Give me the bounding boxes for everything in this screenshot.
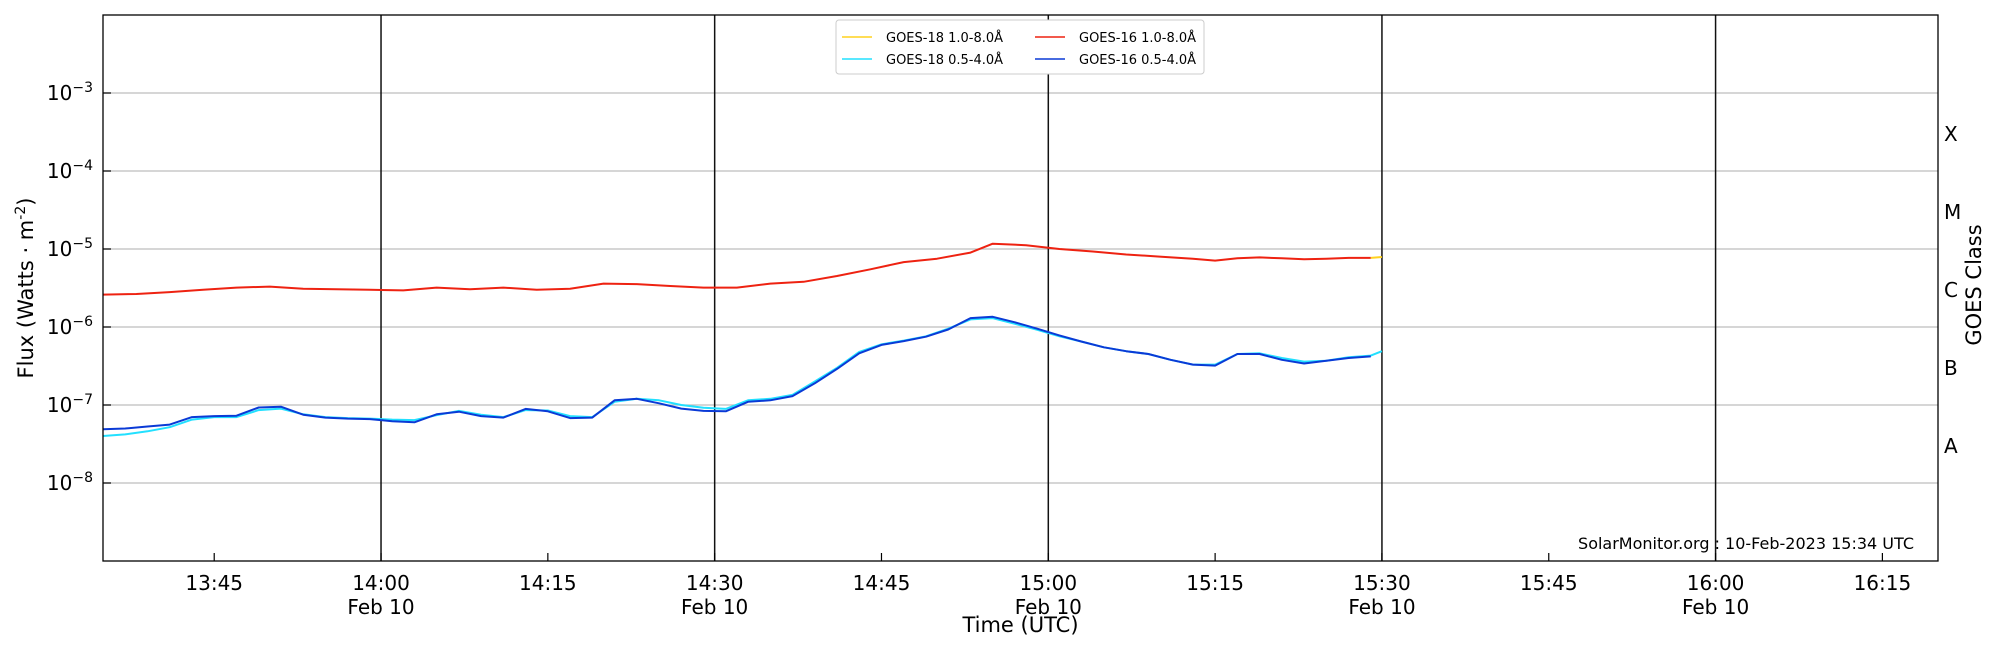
series-line-1 <box>1370 256 1382 259</box>
goes-class-label: C <box>1944 278 1958 302</box>
goes-class-labels: A B C M X <box>1944 122 1961 458</box>
series-line-3 <box>102 242 1371 296</box>
legend-box <box>835 19 1205 75</box>
y-tick-label: 10−4 <box>47 158 93 183</box>
x-tick-label: 14:45 <box>853 571 911 595</box>
y-axis-title-exponent: -2 <box>13 206 29 220</box>
x-tick-label: 16:00 <box>1687 571 1745 595</box>
series-lines <box>102 242 1383 437</box>
day-boundary-lines <box>380 15 1717 561</box>
goes-class-label: M <box>1944 200 1961 224</box>
y-tick-label: 10−5 <box>47 236 93 261</box>
x-axis-title: Time (UTC) <box>961 613 1078 637</box>
legend: GOES-18 1.0-8.0Å GOES-18 0.5-4.0Å GOES-16 … <box>835 19 1205 75</box>
right-axis-title: GOES Class <box>1962 224 1986 345</box>
y-tick-label: 10−6 <box>47 314 93 339</box>
gridlines <box>103 92 1938 484</box>
x-tick-label: 15:15 <box>1186 571 1244 595</box>
legend-label: GOES-18 1.0-8.0Å <box>886 30 1003 46</box>
goes-class-label: X <box>1944 122 1958 146</box>
x-tick-label: 14:15 <box>519 571 577 595</box>
x-tick-label: 13:45 <box>185 571 243 595</box>
legend-label: GOES-16 0.5-4.0Å <box>1079 52 1196 68</box>
x-tick-label: 15:45 <box>1520 571 1578 595</box>
x-tick-label: 15:00 <box>1019 571 1077 595</box>
y-tick-label: 10−7 <box>47 392 93 417</box>
y-axis-title-main: Flux (Watts · m <box>14 220 38 379</box>
x-tick-label: 15:30 <box>1353 571 1411 595</box>
x-tick-date-label: Feb 10 <box>347 595 414 619</box>
x-tick-label: 16:15 <box>1854 571 1912 595</box>
x-tick-label: 14:00 <box>352 571 410 595</box>
y-tick-label: 10−8 <box>47 470 93 495</box>
x-tick-date-label: Feb 10 <box>1348 595 1415 619</box>
x-tick-date-label: Feb 10 <box>681 595 748 619</box>
y-axis-title: Flux (Watts · m-2) <box>13 198 38 379</box>
goes-class-label: A <box>1944 434 1958 458</box>
y-axis-title-suffix: ) <box>14 198 38 206</box>
series-line-2 <box>102 317 1383 437</box>
series-line-4 <box>102 315 1371 431</box>
legend-label: GOES-16 1.0-8.0Å <box>1079 30 1196 46</box>
legend-label: GOES-18 0.5-4.0Å <box>886 52 1003 68</box>
y-tick-label: 10−3 <box>47 80 93 105</box>
goes-class-label: B <box>1944 356 1958 380</box>
x-tick-date-label: Feb 10 <box>1682 595 1749 619</box>
plot-frame <box>102 14 1939 562</box>
x-tick-label: 14:30 <box>686 571 744 595</box>
watermark-text: SolarMonitor.org : 10-Feb-2023 15:34 UTC <box>1578 534 1914 553</box>
y-axis-ticks: 10−8 10−7 10−6 10−5 10−4 10−3 <box>47 80 111 495</box>
x-tick-date-label: Feb 10 <box>1015 595 1082 619</box>
